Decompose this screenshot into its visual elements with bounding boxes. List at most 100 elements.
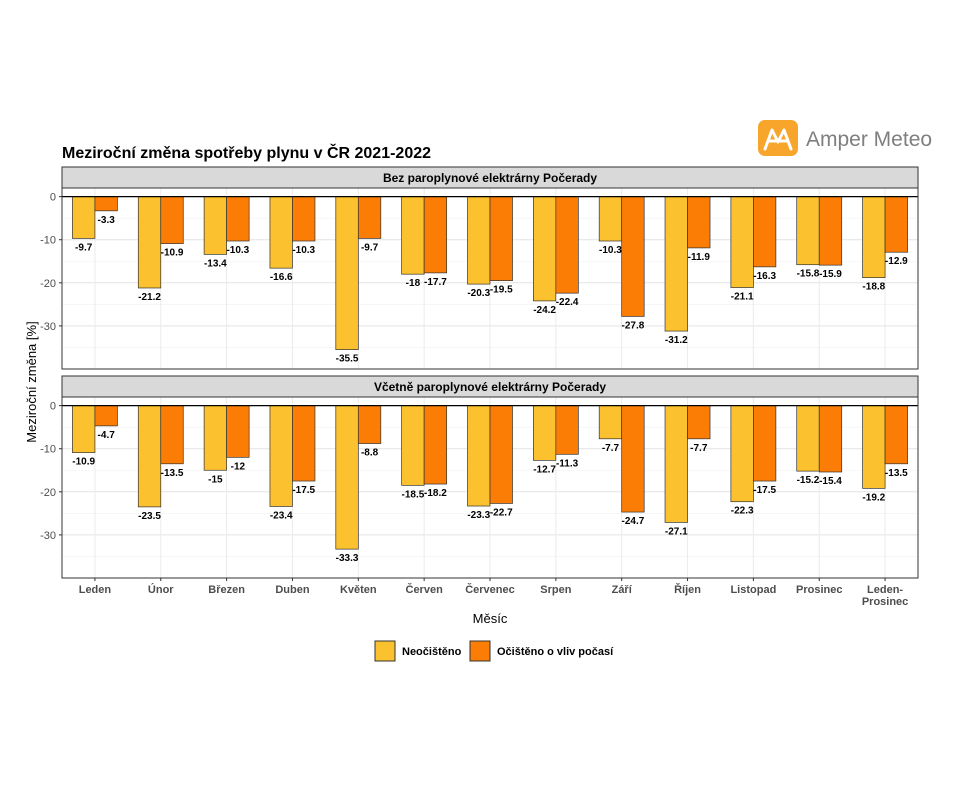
x-tick-label: Listopad (730, 584, 776, 596)
y-tick-label: -20 (40, 278, 56, 290)
data-label: -13.5 (885, 468, 908, 479)
bar (137, 405, 162, 508)
bar (203, 405, 227, 471)
facet-panel: Bez paroplynové elektrárny Počerady -9.7 -… (40, 166, 919, 370)
data-label: -23.4 (270, 510, 293, 521)
bar (489, 405, 513, 504)
data-label: -17.7 (424, 277, 447, 288)
bar (753, 405, 777, 482)
data-label: -10.3 (599, 245, 622, 256)
legend: Neočištěno Očištěno o vliv počasí (374, 640, 614, 662)
y-tick-label: -30 (40, 321, 56, 333)
logo-text: Amper Meteo (806, 128, 932, 151)
bar (467, 405, 491, 507)
data-label: -12.9 (885, 256, 908, 267)
data-label: -19.2 (862, 492, 885, 503)
data-label: -18.2 (424, 488, 447, 499)
legend-swatch-ocisteno (469, 640, 491, 662)
bar (72, 405, 96, 453)
x-tick-label: Leden- (867, 584, 903, 596)
data-label: -8.8 (361, 448, 379, 459)
legend-swatch-neocisteno (374, 640, 396, 662)
data-label: -12.7 (533, 464, 556, 475)
bar (94, 196, 118, 212)
bar (730, 196, 754, 288)
data-label: -22.7 (490, 507, 513, 518)
bar (292, 196, 316, 242)
bar (753, 196, 777, 268)
data-label: -21.2 (138, 292, 161, 303)
bar (818, 405, 843, 473)
bar (401, 405, 425, 486)
data-label: -19.5 (490, 285, 513, 296)
data-label: -9.7 (75, 242, 93, 253)
legend-label-ocisteno: Očištěno o vliv počasí (497, 646, 614, 658)
data-label: -27.1 (665, 526, 688, 537)
bar (598, 196, 623, 242)
y-tick-label: 0 (50, 192, 56, 204)
bar (160, 405, 184, 465)
data-label: -7.7 (602, 443, 620, 454)
x-tick-label: Červenec (465, 583, 515, 596)
y-tick-label: 0 (50, 401, 56, 413)
bar (423, 405, 448, 485)
data-label: -10.9 (72, 457, 95, 468)
data-label: -11.9 (688, 252, 711, 263)
logo-mark-icon (763, 128, 793, 151)
bar (796, 405, 820, 472)
data-label: -3.3 (98, 215, 116, 226)
data-label: -16.6 (270, 272, 293, 283)
bar (137, 196, 162, 289)
data-label: -7.7 (690, 443, 708, 454)
x-tick-label: Prosinec (796, 584, 842, 596)
bar (357, 405, 382, 444)
data-label: -10.3 (292, 245, 315, 256)
data-label: -10.9 (161, 248, 184, 259)
data-label: -15.2 (797, 475, 820, 486)
bar (796, 196, 820, 266)
y-tick-label: -20 (40, 487, 56, 499)
data-label: -15.4 (819, 476, 842, 487)
bar (621, 405, 645, 513)
bar (664, 405, 688, 523)
bar (687, 196, 711, 249)
chart-title: Meziroční změna spotřeby plynu v ČR 2021… (62, 143, 431, 162)
x-tick-label: Říjen (674, 583, 701, 596)
x-tick-label: Červen (406, 583, 444, 596)
bar (269, 196, 293, 269)
data-label: -31.2 (665, 335, 688, 346)
panel-border (61, 187, 919, 370)
bar (401, 196, 425, 275)
bar (203, 196, 227, 255)
bar (335, 405, 359, 550)
bar (555, 405, 579, 455)
data-label: -15.8 (797, 269, 820, 280)
x-tick-label: Srpen (540, 584, 571, 596)
bar (357, 196, 382, 239)
chart-panels: Bez paroplynové elektrárny Počerady -9.7 -… (40, 166, 919, 579)
data-label: -33.3 (336, 553, 359, 564)
bar (621, 196, 645, 317)
data-label: -20.3 (467, 288, 490, 299)
bar (730, 405, 754, 503)
bar (292, 405, 316, 482)
y-axis-title: Meziroční změna [%] (24, 321, 39, 442)
bar (884, 405, 908, 465)
y-tick-label: -10 (40, 235, 56, 247)
bar (467, 196, 491, 285)
data-label: -23.3 (467, 510, 490, 521)
data-label: -22.4 (556, 297, 579, 308)
bar (687, 405, 711, 440)
data-label: -18.5 (402, 489, 425, 500)
data-label: -12 (231, 461, 246, 472)
data-label: -13.4 (204, 258, 227, 269)
facet-panel: Včetně paroplynové elektrárny Počerady -1… (40, 375, 919, 579)
bar (160, 196, 184, 244)
x-tick-label: Duben (275, 584, 310, 596)
data-label: -4.7 (98, 430, 116, 441)
bar (555, 196, 579, 294)
x-tick-label: Květen (340, 584, 377, 596)
bar (598, 405, 623, 440)
data-label: -18.8 (862, 282, 885, 293)
x-tick-label: Prosinec (862, 596, 908, 608)
